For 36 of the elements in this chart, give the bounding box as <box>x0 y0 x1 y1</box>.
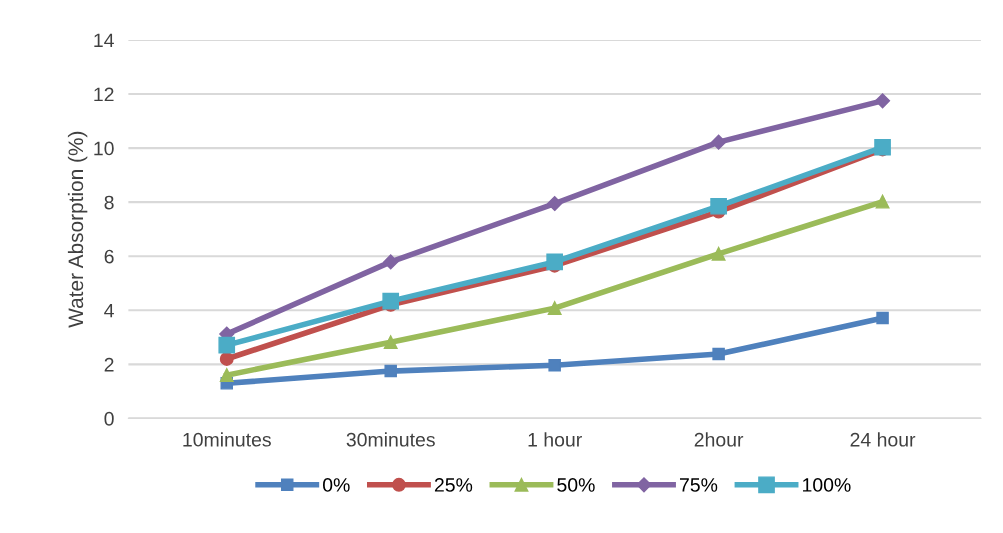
legend-label: 75% <box>680 478 718 492</box>
y-tick-label: 12 <box>94 87 114 102</box>
point <box>384 364 397 378</box>
point <box>874 138 891 156</box>
point <box>383 254 399 270</box>
point <box>547 301 562 316</box>
x-tick-label: 30minutes <box>346 432 435 447</box>
y-tick-label: 6 <box>104 249 114 264</box>
point <box>712 347 725 361</box>
y-tick-label: 10 <box>94 141 114 156</box>
y-tick-label: 14 <box>94 33 114 48</box>
legend-label: 0% <box>322 478 350 492</box>
y-tick-label: 2 <box>104 357 114 372</box>
y-tick-label: 8 <box>104 195 114 210</box>
x-tick-label: 2hour <box>694 432 744 447</box>
y-tick-label: 4 <box>104 303 114 318</box>
y-tick-label: 0 <box>104 411 114 426</box>
point <box>710 197 727 215</box>
legend-label: 100% <box>803 478 851 492</box>
x-tick-label: 10minutes <box>183 432 271 447</box>
point <box>711 246 726 261</box>
point <box>219 351 234 366</box>
point <box>548 358 561 372</box>
point <box>876 311 889 325</box>
y-axis-title: Water Absorption (%) <box>67 131 88 328</box>
x-tick-label: 1 hour <box>528 432 582 447</box>
point <box>547 195 563 212</box>
legend-label: 50% <box>557 478 595 492</box>
point <box>874 93 891 109</box>
point <box>875 194 890 209</box>
x-tick-label: 24 hour <box>850 432 916 447</box>
legend-label: 25% <box>434 478 473 492</box>
point <box>219 368 234 383</box>
point <box>218 336 236 354</box>
point <box>711 134 727 150</box>
point <box>383 335 398 350</box>
